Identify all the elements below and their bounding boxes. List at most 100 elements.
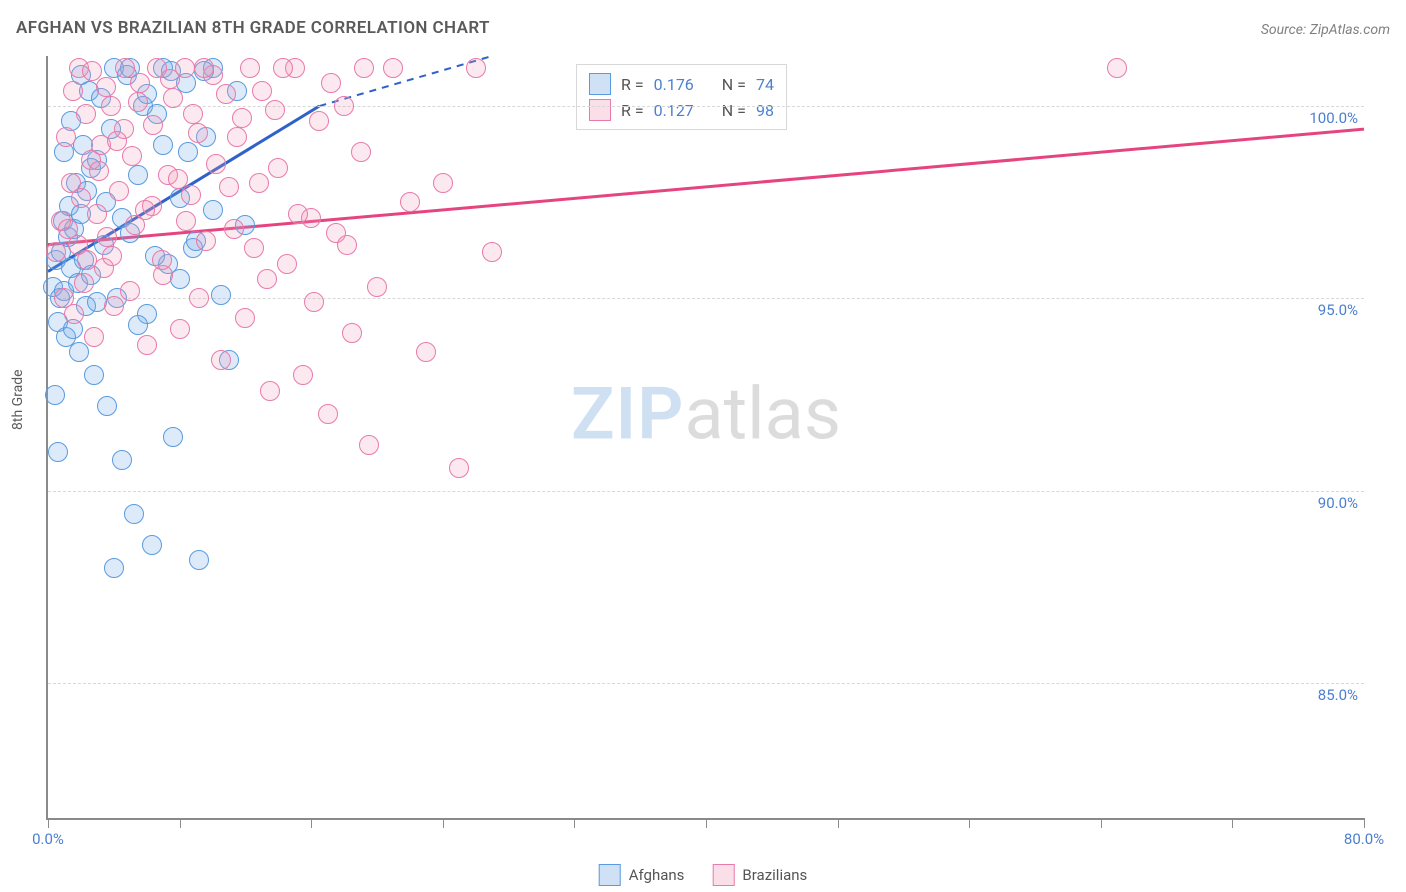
r-value: 0.127 (654, 101, 694, 120)
data-point (64, 304, 84, 324)
data-point (354, 58, 374, 78)
data-point (101, 96, 121, 116)
swatch-brazilians-icon (712, 864, 734, 886)
data-point (76, 104, 96, 124)
x-tick-label: 0.0% (32, 830, 64, 848)
data-point (1107, 58, 1127, 78)
data-point (216, 84, 236, 104)
r-value: 0.176 (654, 75, 694, 94)
x-tick (1232, 818, 1233, 828)
trend-lines (48, 56, 1364, 818)
legend-item-brazilians: Brazilians (712, 864, 807, 886)
n-label: N = (722, 75, 746, 94)
data-point (48, 442, 68, 462)
data-point (321, 73, 341, 93)
data-point (188, 123, 208, 143)
data-point (194, 58, 214, 78)
data-point (232, 108, 252, 128)
data-point (69, 342, 89, 362)
data-point (268, 158, 288, 178)
data-point (318, 404, 338, 424)
data-point (142, 535, 162, 555)
n-value: 98 (756, 101, 774, 120)
legend-item-afghans: Afghans (599, 864, 685, 886)
watermark: ZIPatlas (571, 372, 841, 457)
data-point (400, 192, 420, 212)
data-point (87, 204, 107, 224)
data-point (152, 250, 172, 270)
data-point (257, 269, 277, 289)
data-point (189, 550, 209, 570)
data-point (265, 100, 285, 120)
legend-row-afghans: R = 0.176 N = 74 (589, 71, 774, 97)
data-point (130, 73, 150, 93)
data-point (124, 504, 144, 524)
data-point (273, 58, 293, 78)
gridline (48, 491, 1364, 492)
data-point (224, 219, 244, 239)
data-point (383, 58, 403, 78)
x-tick (48, 818, 49, 828)
data-point (252, 81, 272, 101)
data-point (219, 177, 239, 197)
data-point (351, 142, 371, 162)
data-point (211, 285, 231, 305)
swatch-afghans-icon (589, 73, 611, 95)
legend-label: Afghans (629, 866, 685, 884)
data-point (102, 246, 122, 266)
data-point (89, 161, 109, 181)
x-tick (443, 818, 444, 828)
data-point (367, 277, 387, 297)
x-tick (1101, 818, 1102, 828)
x-tick-label: 80.0% (1344, 830, 1384, 848)
data-point (416, 342, 436, 362)
data-point (309, 111, 329, 131)
data-point (178, 142, 198, 162)
data-point (97, 396, 117, 416)
data-point (45, 385, 65, 405)
data-point (163, 88, 183, 108)
data-point (104, 558, 124, 578)
data-point (288, 204, 308, 224)
data-point (135, 200, 155, 220)
data-point (482, 242, 502, 262)
scatter-plot: ZIPatlas R = 0.176 N = 74 R = 0.127 N = … (46, 56, 1364, 820)
data-point (189, 288, 209, 308)
r-label: R = (621, 101, 644, 120)
data-point (244, 238, 264, 258)
r-label: R = (621, 75, 644, 94)
gridline (48, 298, 1364, 299)
data-point (63, 81, 83, 101)
x-tick (574, 818, 575, 828)
data-point (359, 435, 379, 455)
data-point (137, 335, 157, 355)
data-point (203, 200, 223, 220)
data-point (74, 273, 94, 293)
n-label: N = (722, 101, 746, 120)
data-point (84, 327, 104, 347)
data-point (433, 173, 453, 193)
data-point (206, 154, 226, 174)
data-point (56, 127, 76, 147)
data-point (277, 254, 297, 274)
y-tick-label: 85.0% (1318, 686, 1358, 704)
data-point (163, 427, 183, 447)
y-axis-label: 8th Grade (10, 369, 26, 430)
legend-label: Brazilians (742, 866, 807, 884)
data-point (143, 115, 163, 135)
gridline (48, 683, 1364, 684)
data-point (211, 350, 231, 370)
data-point (240, 58, 260, 78)
data-point (71, 188, 91, 208)
x-tick (706, 818, 707, 828)
data-point (196, 231, 216, 251)
data-point (260, 381, 280, 401)
data-point (97, 227, 117, 247)
legend-row-brazilians: R = 0.127 N = 98 (589, 97, 774, 123)
data-point (112, 450, 132, 470)
data-point (304, 292, 324, 312)
data-point (153, 135, 173, 155)
x-tick (1364, 818, 1365, 828)
data-point (170, 319, 190, 339)
data-point (293, 365, 313, 385)
